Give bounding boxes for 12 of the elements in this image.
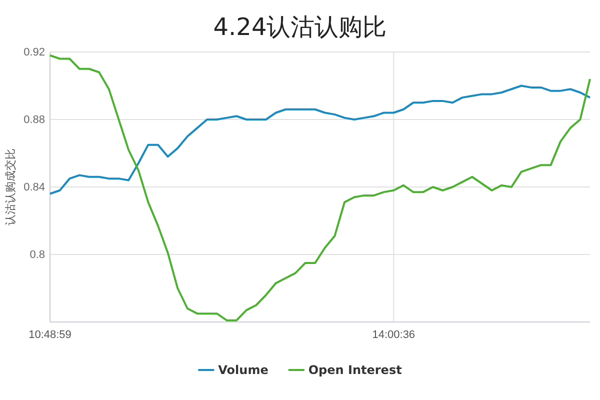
x-tick-label: 10:48:59 (28, 328, 72, 341)
chart-title: 4.24认沽认购比 (213, 13, 387, 41)
y-tick-label: 0.88 (24, 114, 45, 126)
line-series (49, 54, 591, 322)
y-axis-title: 认沽认购成交比 (4, 148, 17, 226)
legend-label: Volume (218, 363, 268, 377)
y-tick-label: 0.84 (24, 182, 45, 194)
y-tick-label: 0.8 (30, 249, 45, 262)
legend-label: Open Interest (308, 363, 402, 377)
x-tick-label: 14:00:36 (372, 328, 416, 341)
y-tick-label: 0.92 (24, 46, 45, 59)
line-series (49, 84, 591, 195)
